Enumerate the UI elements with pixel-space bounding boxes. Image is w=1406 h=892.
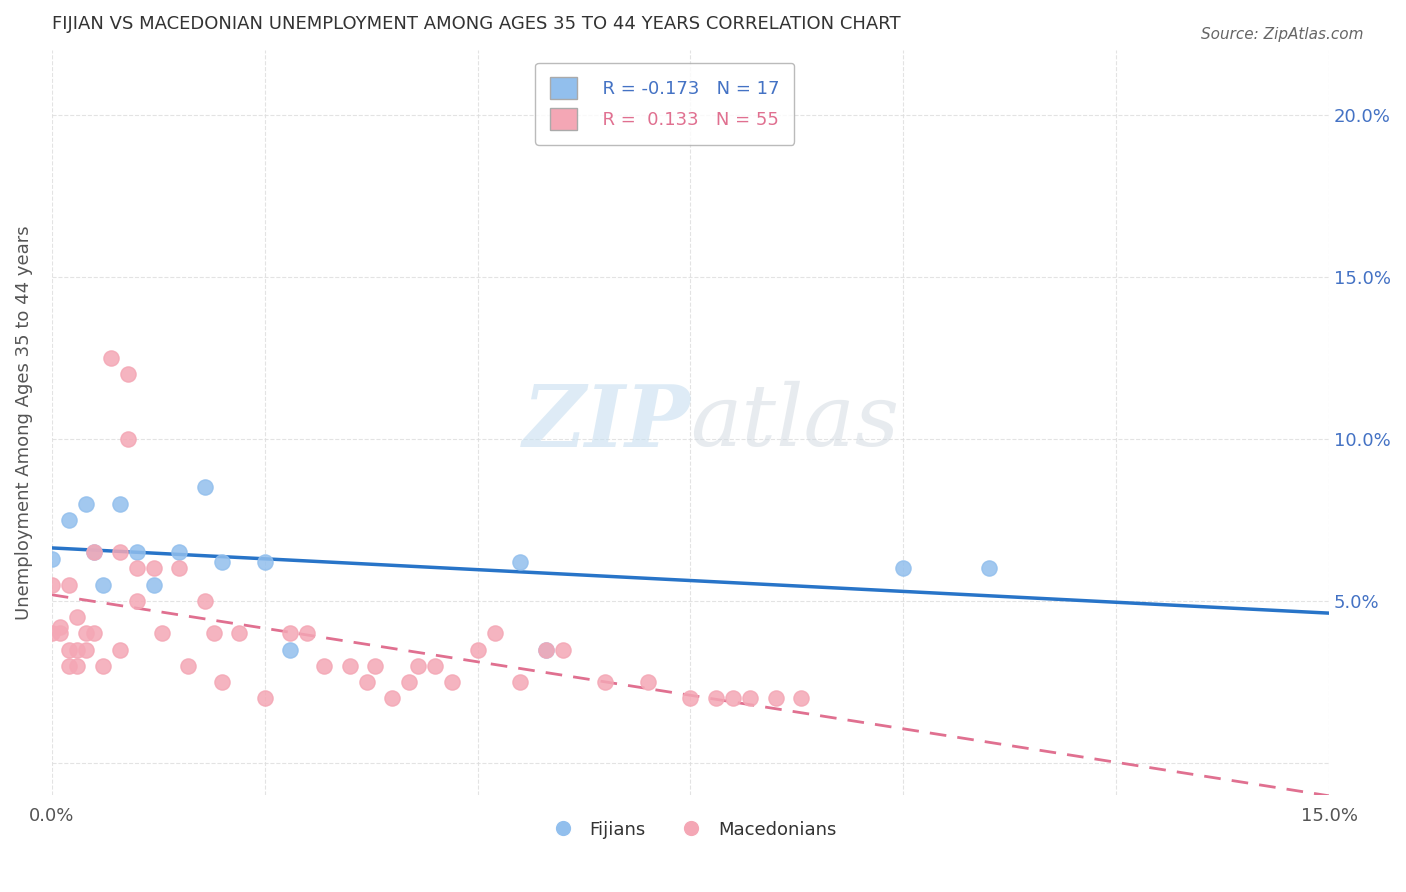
- Point: [211, 675, 233, 690]
- Point: [100, 351, 122, 365]
- Point: [83, 545, 105, 559]
- Point: [41, 626, 63, 640]
- Point: [339, 658, 361, 673]
- Point: [194, 480, 217, 494]
- Point: [534, 642, 557, 657]
- Point: [75, 497, 97, 511]
- Point: [108, 545, 131, 559]
- Point: [467, 642, 489, 657]
- Point: [278, 626, 301, 640]
- Text: ZIP: ZIP: [523, 381, 690, 465]
- Point: [721, 691, 744, 706]
- Point: [977, 561, 1000, 575]
- Point: [108, 642, 131, 657]
- Legend: Fijians, Macedonians: Fijians, Macedonians: [537, 814, 844, 846]
- Point: [595, 675, 617, 690]
- Point: [142, 577, 165, 591]
- Point: [83, 626, 105, 640]
- Text: FIJIAN VS MACEDONIAN UNEMPLOYMENT AMONG AGES 35 TO 44 YEARS CORRELATION CHART: FIJIAN VS MACEDONIAN UNEMPLOYMENT AMONG …: [52, 15, 900, 33]
- Point: [738, 691, 761, 706]
- Point: [49, 620, 72, 634]
- Point: [142, 561, 165, 575]
- Point: [509, 675, 531, 690]
- Point: [83, 545, 105, 559]
- Point: [202, 626, 225, 640]
- Point: [169, 545, 191, 559]
- Point: [58, 658, 80, 673]
- Point: [58, 642, 80, 657]
- Point: [551, 642, 574, 657]
- Point: [364, 658, 387, 673]
- Point: [534, 642, 557, 657]
- Point: [66, 610, 89, 624]
- Point: [509, 555, 531, 569]
- Point: [75, 626, 97, 640]
- Point: [152, 626, 174, 640]
- Y-axis label: Unemployment Among Ages 35 to 44 years: Unemployment Among Ages 35 to 44 years: [15, 226, 32, 620]
- Point: [704, 691, 727, 706]
- Point: [75, 642, 97, 657]
- Point: [398, 675, 420, 690]
- Point: [637, 675, 659, 690]
- Point: [423, 658, 446, 673]
- Point: [108, 497, 131, 511]
- Point: [125, 594, 148, 608]
- Point: [228, 626, 250, 640]
- Point: [440, 675, 463, 690]
- Point: [117, 367, 139, 381]
- Point: [41, 551, 63, 566]
- Text: Source: ZipAtlas.com: Source: ZipAtlas.com: [1201, 27, 1364, 42]
- Point: [91, 577, 114, 591]
- Point: [679, 691, 702, 706]
- Point: [49, 626, 72, 640]
- Point: [194, 594, 217, 608]
- Point: [356, 675, 378, 690]
- Point: [314, 658, 336, 673]
- Point: [177, 658, 200, 673]
- Point: [278, 642, 301, 657]
- Point: [253, 691, 276, 706]
- Point: [169, 561, 191, 575]
- Point: [66, 658, 89, 673]
- Point: [253, 555, 276, 569]
- Point: [58, 577, 80, 591]
- Point: [41, 577, 63, 591]
- Point: [66, 642, 89, 657]
- Point: [891, 561, 914, 575]
- Text: atlas: atlas: [690, 381, 900, 464]
- Point: [125, 545, 148, 559]
- Point: [58, 513, 80, 527]
- Point: [406, 658, 429, 673]
- Point: [765, 691, 787, 706]
- Point: [790, 691, 813, 706]
- Point: [211, 555, 233, 569]
- Point: [125, 561, 148, 575]
- Point: [117, 432, 139, 446]
- Point: [484, 626, 506, 640]
- Point: [91, 658, 114, 673]
- Point: [297, 626, 319, 640]
- Point: [381, 691, 404, 706]
